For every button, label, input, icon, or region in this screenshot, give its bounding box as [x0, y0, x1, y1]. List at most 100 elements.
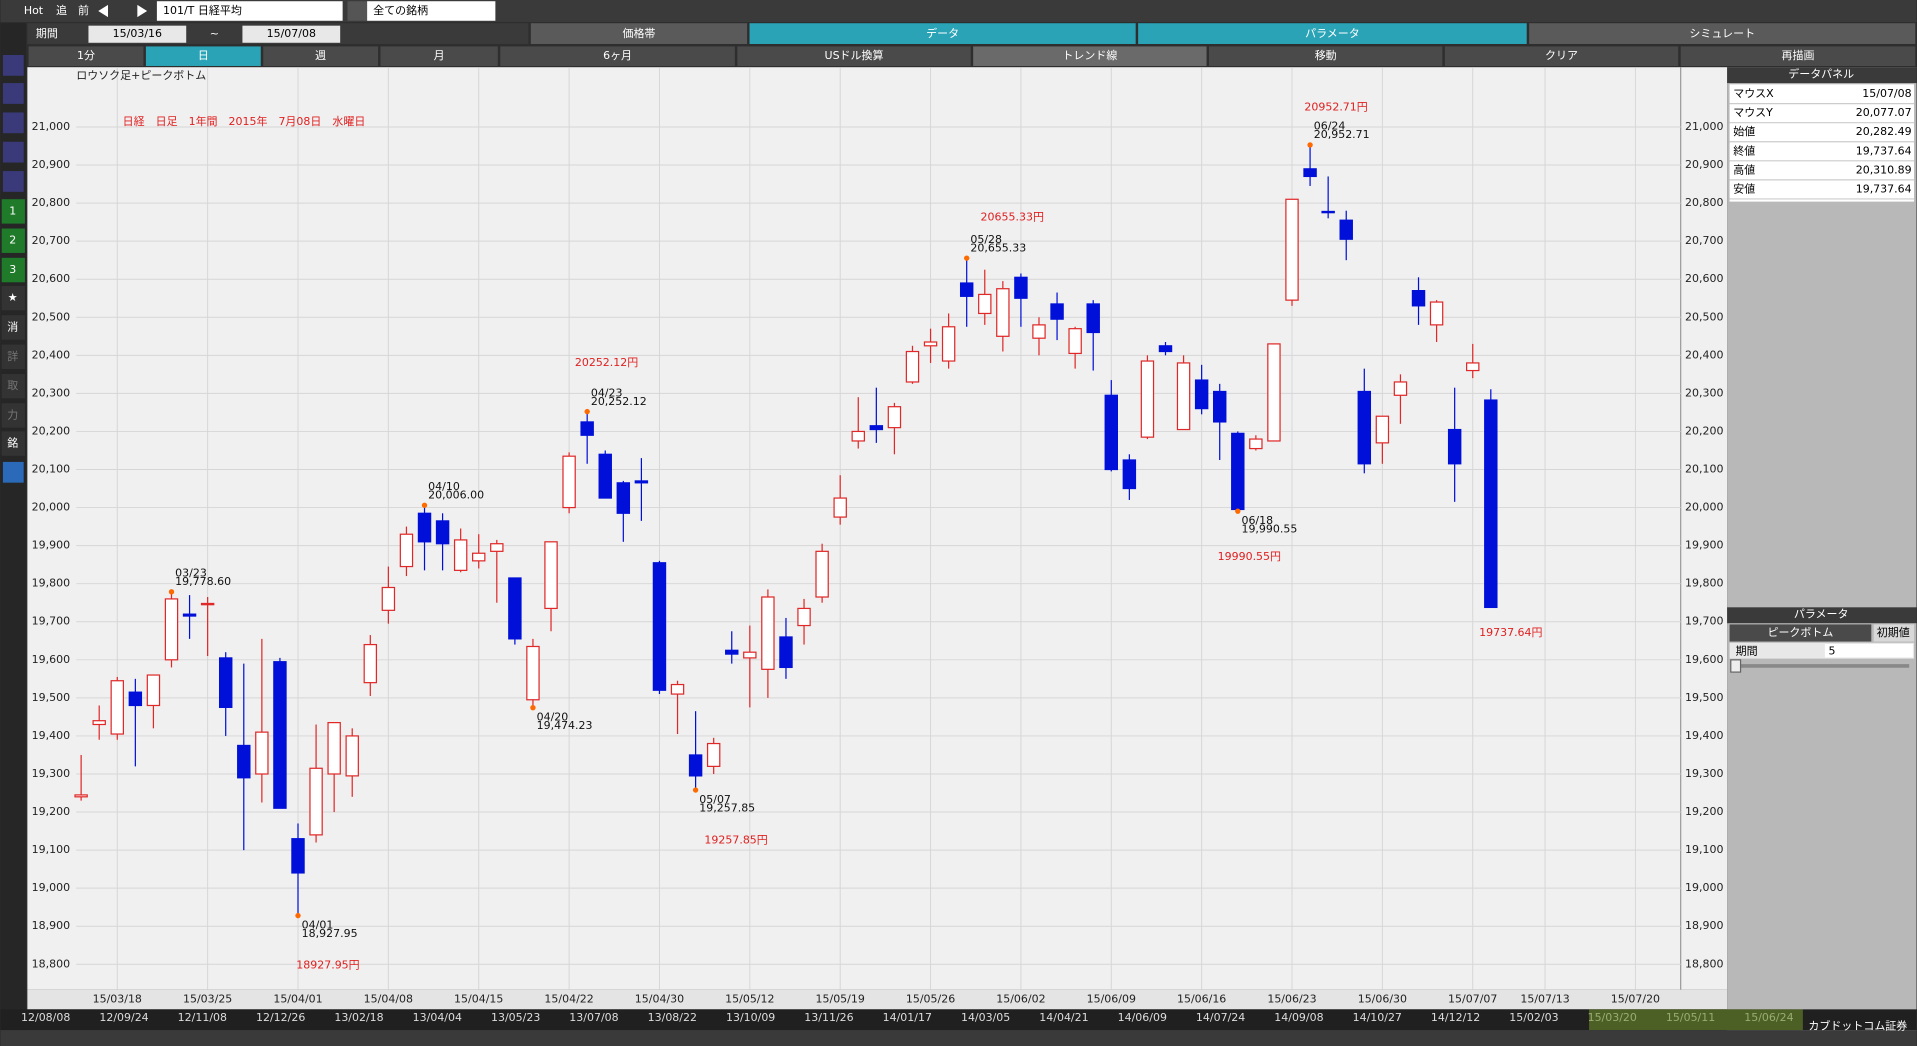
tab-bg[interactable] [530, 23, 748, 44]
button-bg[interactable] [1444, 46, 1679, 66]
timeline-bg [0, 1009, 1917, 1031]
settings-icon[interactable] [2, 461, 24, 483]
sidebar-button[interactable] [1, 373, 25, 399]
button[interactable]: トレンド線 [1062, 49, 1117, 62]
peak-marker [421, 502, 428, 508]
hot-label[interactable]: Hot [24, 4, 44, 17]
timeline-label: 13/02/18 [334, 1011, 383, 1024]
sidebar-label[interactable]: 1 [9, 204, 16, 217]
candle-body [869, 425, 884, 431]
y-tick-label: 19,100 [32, 843, 70, 856]
button[interactable]: 月 [434, 49, 445, 62]
panel-value: 20,310.89 [1856, 163, 1912, 176]
button-bg[interactable] [1680, 46, 1916, 66]
y-tick-label: 20,500 [32, 310, 70, 323]
y-tick-label: 19,400 [32, 729, 70, 742]
button-bg[interactable] [500, 46, 735, 66]
button[interactable]: 再描画 [1782, 48, 1815, 62]
sidebar-button[interactable] [1, 228, 25, 253]
tab-bg[interactable] [749, 23, 1136, 44]
sidebar-button[interactable] [1, 257, 25, 283]
slider-thumb[interactable] [1730, 659, 1742, 673]
reset-label[interactable]: 初期値 [1877, 626, 1910, 639]
nav-right[interactable] [137, 4, 148, 18]
x-tick-label: 15/06/16 [1177, 993, 1226, 1006]
y-tick-label-right: 20,000 [1685, 501, 1723, 514]
sidebar-button[interactable] [1, 431, 25, 456]
candle-body [1484, 399, 1498, 609]
sidebar-icon[interactable] [2, 141, 24, 163]
y-tick-label: 20,800 [32, 196, 70, 209]
symbol-field[interactable]: 101/T 日経平均 [163, 3, 242, 17]
button-bg[interactable] [28, 46, 144, 66]
sidebar-button[interactable] [1, 403, 25, 428]
to-date[interactable]: 15/07/08 [267, 27, 316, 40]
candle-body [1393, 381, 1408, 396]
candle-body [453, 539, 468, 571]
timeline-label: 14/01/17 [883, 1011, 932, 1024]
sidebar-button[interactable] [1, 315, 25, 340]
sidebar-label[interactable]: 取 [7, 379, 18, 392]
button-bg[interactable] [263, 46, 379, 66]
sidebar-icon[interactable] [2, 171, 24, 192]
sidebar-label[interactable]: ★ [8, 291, 18, 304]
candle-body [472, 552, 486, 562]
sidebar-button[interactable] [1, 285, 25, 311]
prev-button[interactable]: 前 [78, 3, 89, 17]
candle-body [761, 596, 775, 670]
tab[interactable]: データ [926, 26, 959, 40]
button-bg[interactable] [380, 46, 498, 66]
candle-body [1212, 390, 1227, 423]
reset-button[interactable] [1873, 624, 1915, 642]
sidebar-label[interactable]: 消 [7, 319, 18, 333]
button-bg[interactable] [737, 46, 971, 66]
tab[interactable]: パラメータ [1305, 27, 1360, 40]
sidebar-icon[interactable] [2, 54, 24, 76]
button[interactable]: USドル換算 [825, 48, 884, 62]
candle-body [1267, 343, 1281, 442]
filter-field[interactable]: 全ての銘柄 [373, 3, 428, 17]
sidebar-label[interactable]: 3 [9, 263, 16, 276]
tab-bg[interactable] [1138, 23, 1527, 44]
sidebar-button[interactable] [1, 199, 25, 224]
add-button[interactable]: 追 [56, 3, 67, 17]
nav-left[interactable] [98, 4, 109, 18]
status-bar [0, 1030, 1917, 1046]
tab[interactable]: シミュレート [1689, 27, 1755, 40]
candle-body [164, 598, 179, 661]
sidebar-label[interactable]: 詳 [7, 349, 18, 363]
button[interactable]: 移動 [1315, 48, 1337, 62]
candle-body [128, 691, 143, 707]
button[interactable]: クリア [1545, 49, 1578, 62]
param-value-box [1824, 643, 1913, 658]
button[interactable]: 週 [315, 49, 326, 62]
from-date[interactable]: 15/03/16 [113, 27, 162, 40]
y-tick-label: 19,000 [32, 881, 70, 894]
sidebar-button[interactable] [1, 344, 25, 370]
sidebar-icon[interactable] [2, 112, 24, 134]
button-bg[interactable] [973, 46, 1207, 66]
sidebar-label[interactable]: 力 [7, 408, 18, 421]
sidebar-label[interactable]: 銘 [7, 437, 18, 450]
tab[interactable]: 価格帯 [622, 26, 655, 40]
button-bg[interactable] [1209, 46, 1443, 66]
x-tick-label: 15/07/20 [1611, 993, 1660, 1006]
button-bg[interactable] [145, 46, 261, 66]
sidebar-icon[interactable] [2, 83, 24, 104]
param-value[interactable]: 5 [1829, 644, 1836, 657]
price-annotation: 19990.55円 [1218, 550, 1281, 563]
tab-bg[interactable] [1529, 23, 1916, 44]
candle-body [1014, 276, 1028, 299]
peak-marker [168, 589, 175, 595]
param-name-bg [1729, 624, 1872, 642]
panel-key: 終値 [1733, 144, 1755, 157]
x-tick-label: 15/05/12 [725, 993, 774, 1006]
candle-body [92, 720, 106, 726]
button[interactable]: 1分 [77, 49, 95, 62]
timeline-label: 13/11/26 [804, 1011, 853, 1024]
panel-value: 19,737.64 [1856, 182, 1912, 195]
y-tick-label-right: 20,300 [1685, 386, 1723, 399]
sidebar-label[interactable]: 2 [9, 234, 16, 247]
button[interactable]: 日 [198, 49, 209, 62]
button[interactable]: 6ヶ月 [603, 49, 632, 62]
